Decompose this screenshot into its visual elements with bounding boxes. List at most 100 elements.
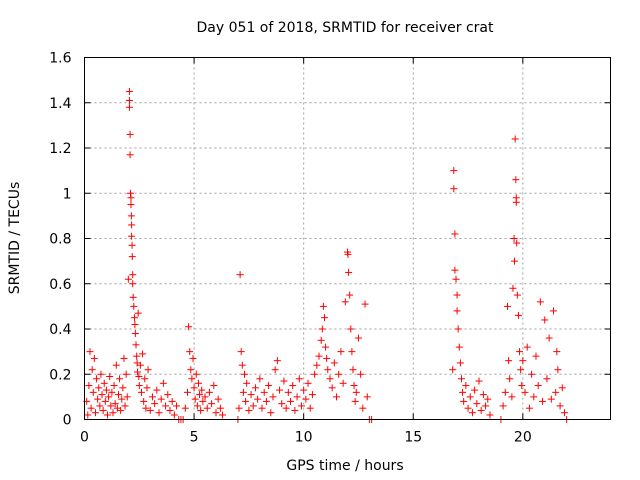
data-point (518, 382, 526, 390)
data-point (126, 151, 134, 159)
data-point (124, 275, 132, 283)
data-point (337, 348, 345, 356)
y-tick-label: 0.4 (49, 322, 71, 338)
data-point (197, 406, 205, 414)
y-tick-label: 1.2 (49, 141, 71, 157)
data-point (203, 404, 211, 412)
data-point (245, 406, 253, 414)
grid (84, 57, 611, 420)
data-point (238, 361, 246, 369)
data-point (210, 382, 218, 390)
data-point (516, 348, 524, 356)
data-point (501, 388, 509, 396)
data-point (539, 397, 547, 405)
data-point (278, 400, 286, 408)
data-point (148, 393, 156, 401)
data-point (159, 379, 167, 387)
data-point (320, 314, 328, 322)
data-point (284, 388, 292, 396)
y-axis-label: SRMTID / TECUs (7, 182, 23, 295)
data-point (513, 239, 521, 247)
data-point (130, 314, 138, 322)
data-point (117, 406, 125, 414)
data-point (247, 391, 255, 399)
data-point (130, 302, 138, 310)
data-point (254, 395, 262, 403)
data-point (346, 291, 354, 299)
data-point (128, 232, 136, 240)
data-point (127, 201, 135, 209)
data-point (505, 357, 513, 365)
data-point (317, 336, 325, 344)
data-point (116, 375, 124, 383)
data-point (128, 241, 136, 249)
data-point (530, 393, 538, 401)
data-point (506, 375, 514, 383)
data-point (236, 271, 244, 279)
y-tick-label: 1.4 (49, 96, 71, 112)
y-tick-label: 0.2 (49, 367, 71, 383)
data-point (101, 397, 109, 405)
data-point (511, 135, 519, 143)
data-point (306, 404, 314, 412)
data-point (453, 291, 461, 299)
data-point (170, 411, 178, 419)
data-point (291, 406, 299, 414)
data-point (190, 384, 198, 392)
data-point (136, 361, 144, 369)
data-point (131, 320, 139, 328)
data-point (363, 393, 371, 401)
data-point (126, 130, 134, 138)
data-point (541, 316, 549, 324)
data-point (347, 325, 355, 333)
data-point (323, 354, 331, 362)
data-point (162, 402, 170, 410)
data-point (545, 334, 553, 342)
data-point (243, 379, 251, 387)
data-point (456, 359, 464, 367)
data-point (534, 382, 542, 390)
data-point (166, 406, 174, 414)
data-point (146, 406, 154, 414)
data-point (536, 298, 544, 306)
data-point (302, 395, 310, 403)
data-point (560, 409, 568, 417)
data-point (486, 411, 494, 419)
data-point (127, 194, 135, 202)
data-point (455, 343, 463, 351)
data-point (114, 391, 122, 399)
data-point (131, 330, 139, 338)
data-point (357, 370, 365, 378)
data-point (345, 268, 353, 276)
data-point (359, 404, 367, 412)
data-point (297, 402, 305, 410)
data-point (319, 302, 327, 310)
data-point (249, 402, 257, 410)
data-point (109, 409, 117, 417)
data-point (517, 366, 525, 374)
data-point (326, 375, 334, 383)
data-point (276, 386, 284, 394)
data-point (324, 366, 332, 374)
data-point (450, 167, 458, 175)
data-point (135, 373, 143, 381)
data-point (313, 361, 321, 369)
data-point (87, 404, 95, 412)
data-point (134, 368, 142, 376)
data-point (151, 400, 159, 408)
data-point (91, 409, 99, 417)
data-point (121, 402, 129, 410)
data-point (189, 354, 197, 362)
data-point (468, 409, 476, 417)
data-point (354, 334, 362, 342)
data-point (553, 348, 561, 356)
data-point (451, 230, 459, 238)
data-point (123, 393, 131, 401)
data-point (532, 352, 540, 360)
data-point (271, 366, 279, 374)
data-point (509, 284, 517, 292)
data-point (552, 388, 560, 396)
data-point (251, 384, 259, 392)
data-point (460, 397, 468, 405)
data-point (451, 266, 459, 274)
